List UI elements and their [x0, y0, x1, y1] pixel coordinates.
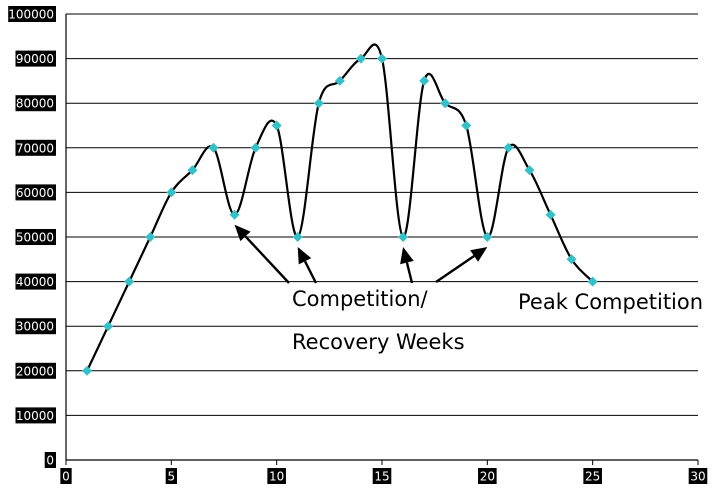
y-tick-label-bg: [15, 139, 56, 156]
data-point: [271, 120, 282, 131]
annotation-arrow-head: [297, 247, 312, 265]
annotation-arrow-shaft: [303, 260, 318, 284]
data-point: [103, 321, 114, 332]
annotation-competition: Competition/: [292, 287, 429, 311]
x-tick-label: 15: [374, 470, 389, 484]
annotation-arrows: [234, 224, 488, 284]
data-point: [482, 232, 493, 242]
series-line-path: [86, 43, 594, 372]
x-tick-label: 25: [585, 470, 600, 484]
y-tick-label-bg: [15, 229, 56, 245]
x-tick-label: 10: [269, 470, 284, 484]
x-tick-label: 5: [168, 470, 176, 484]
data-points: [82, 53, 598, 376]
y-tick-label-bg: [15, 50, 56, 67]
y-tick-label: 90000: [16, 52, 54, 66]
data-point: [566, 254, 577, 265]
data-point: [229, 209, 240, 220]
x-tick-label-bg: [372, 468, 392, 484]
axes: 0 10000 20000 30000 40000 50000 60000 70000 8000…: [8, 6, 708, 484]
data-point: [545, 209, 556, 220]
data-point: [440, 98, 451, 109]
y-tick-label: 70000: [16, 141, 54, 155]
series-line: [86, 43, 594, 372]
data-point: [524, 165, 535, 176]
data-point: [187, 165, 198, 176]
data-point: [292, 232, 303, 242]
data-point: [145, 232, 156, 242]
y-tick-label: 100000: [8, 8, 54, 22]
x-tick-label-bg: [267, 468, 286, 484]
data-point: [208, 142, 219, 153]
data-point: [82, 365, 93, 376]
y-tick-label: 50000: [16, 231, 54, 245]
y-tick-label-bg: [15, 184, 56, 201]
data-point: [250, 142, 261, 153]
data-point: [398, 232, 409, 242]
x-tick-label-bg: [478, 468, 497, 484]
x-tick-label-bg: [60, 468, 72, 484]
annotation-peak-competition: Peak Competition: [518, 290, 703, 314]
data-point: [461, 120, 472, 131]
data-point: [503, 142, 514, 153]
y-tick-label-bg: [8, 6, 56, 22]
y-tick-label: 20000: [16, 364, 54, 378]
data-point: [377, 53, 387, 64]
annotation-recovery-weeks: Recovery Weeks: [292, 330, 465, 354]
y-tick-label-bg: [15, 362, 56, 379]
y-tick-label: 40000: [16, 275, 54, 289]
annotation-arrow-head: [470, 247, 488, 262]
y-tick-label: 10000: [16, 409, 54, 423]
annotation-arrow-head: [234, 224, 251, 242]
y-tick-label: 80000: [16, 97, 54, 111]
y-tick-label: 30000: [16, 320, 54, 334]
y-tick-label-bg: [15, 318, 56, 335]
data-point: [334, 75, 345, 86]
annotation-arrow-shaft: [435, 255, 475, 283]
data-point: [587, 276, 598, 287]
y-tick-label-bg: [15, 95, 56, 112]
x-tick-label-bg: [165, 468, 177, 484]
annotation-arrow-head: [400, 247, 414, 265]
data-point: [313, 98, 324, 109]
y-tick-label-bg: [15, 407, 56, 424]
x-tick-label-bg: [688, 468, 708, 484]
y-tick-label-bg: [44, 452, 56, 468]
data-point: [355, 53, 366, 64]
data-point: [124, 276, 135, 287]
y-tick-label-bg: [15, 273, 56, 290]
annotation-arrow-shaft: [405, 262, 414, 284]
x-tick-label-bg: [583, 468, 602, 484]
x-tick-label: 0: [62, 470, 70, 484]
y-tick-label: 60000: [16, 186, 54, 200]
data-point: [166, 187, 177, 198]
x-tick-label: 30: [690, 470, 705, 484]
data-point: [419, 75, 430, 86]
x-tick-label: 20: [480, 470, 495, 484]
annotation-arrow-shaft: [244, 235, 290, 284]
y-tick-label: 0: [46, 454, 54, 468]
